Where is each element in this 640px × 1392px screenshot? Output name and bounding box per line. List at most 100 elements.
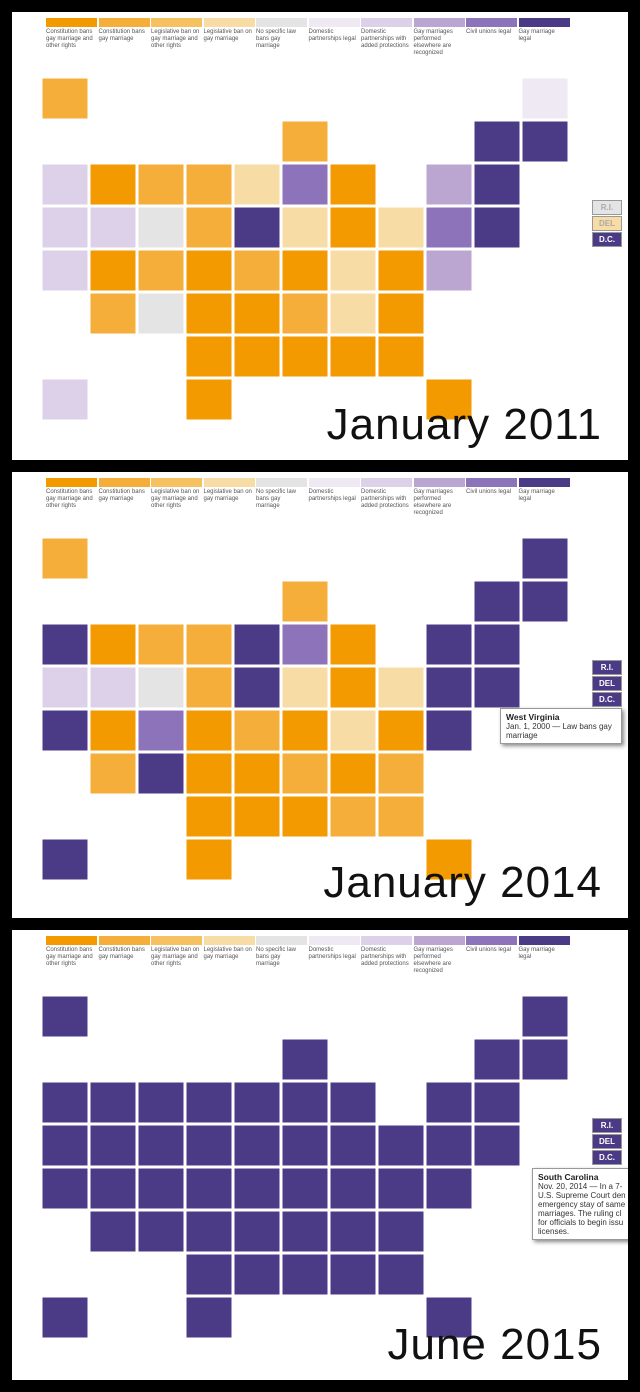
state bbox=[329, 1253, 377, 1296]
caption: January 2014 bbox=[323, 858, 602, 907]
legend-label: Civil unions legal bbox=[466, 29, 512, 35]
state bbox=[377, 1124, 425, 1167]
state bbox=[473, 1038, 521, 1081]
state bbox=[521, 537, 569, 580]
state bbox=[281, 752, 329, 795]
state bbox=[329, 1210, 377, 1253]
state bbox=[185, 1081, 233, 1124]
legend-label: Constitution bans gay marriage bbox=[98, 29, 145, 42]
legend-label: Gay marriage legal bbox=[518, 29, 555, 42]
legend-label: Legislative ban on gay marriage bbox=[203, 29, 252, 42]
state bbox=[425, 378, 473, 421]
state bbox=[185, 1167, 233, 1210]
state bbox=[185, 709, 233, 752]
state bbox=[425, 249, 473, 292]
caption: June 2015 bbox=[387, 1320, 602, 1369]
legend-swatch bbox=[413, 478, 465, 487]
state bbox=[185, 206, 233, 249]
state bbox=[185, 378, 233, 421]
state bbox=[185, 163, 233, 206]
state bbox=[281, 335, 329, 378]
state-box: R.I. bbox=[592, 200, 622, 215]
state bbox=[89, 1124, 137, 1167]
legend-label: Constitution bans gay marriage and other… bbox=[46, 947, 93, 967]
legend-label: Civil unions legal bbox=[466, 947, 512, 953]
legend-label: Constitution bans gay marriage and other… bbox=[46, 489, 93, 509]
state bbox=[185, 335, 233, 378]
state bbox=[41, 1296, 89, 1339]
state bbox=[281, 709, 329, 752]
state-box: D.C. bbox=[592, 232, 622, 247]
state bbox=[521, 77, 569, 120]
state bbox=[233, 666, 281, 709]
state bbox=[377, 1210, 425, 1253]
state bbox=[377, 666, 425, 709]
state bbox=[329, 1124, 377, 1167]
state bbox=[329, 249, 377, 292]
state bbox=[281, 206, 329, 249]
legend-swatch bbox=[151, 18, 202, 27]
state bbox=[233, 292, 281, 335]
state bbox=[281, 1167, 329, 1210]
legend-swatch bbox=[413, 936, 465, 945]
state bbox=[425, 1124, 473, 1167]
legend-label: Domestic partnerships legal bbox=[308, 489, 356, 502]
state bbox=[137, 752, 185, 795]
state bbox=[137, 1167, 185, 1210]
state bbox=[281, 120, 329, 163]
state bbox=[473, 666, 521, 709]
tooltip-line: Jan. 1, 2000 — Law bans gay marriage bbox=[506, 722, 612, 740]
state bbox=[185, 623, 233, 666]
state-box: R.I. bbox=[592, 1118, 622, 1133]
legend-swatch bbox=[361, 478, 412, 487]
state bbox=[329, 795, 377, 838]
legend-swatch bbox=[361, 936, 412, 945]
legend-swatch bbox=[151, 936, 202, 945]
state bbox=[41, 995, 89, 1038]
legend-label: Civil unions legal bbox=[466, 489, 512, 495]
state bbox=[377, 795, 425, 838]
legend-swatch bbox=[466, 18, 517, 27]
state bbox=[89, 1210, 137, 1253]
legend-label: Constitution bans gay marriage bbox=[98, 489, 145, 502]
state bbox=[41, 1167, 89, 1210]
state bbox=[233, 623, 281, 666]
state bbox=[329, 752, 377, 795]
state bbox=[425, 163, 473, 206]
state bbox=[41, 206, 89, 249]
tooltip-line: licenses. bbox=[538, 1227, 570, 1236]
state bbox=[281, 1210, 329, 1253]
state bbox=[473, 623, 521, 666]
legend-label: Legislative ban on gay marriage and othe… bbox=[151, 947, 200, 967]
legend-swatch bbox=[203, 478, 255, 487]
tooltip-line: Nov. 20, 2014 — In a 7- bbox=[538, 1182, 623, 1191]
legend-label: No specific law bans gay marriage bbox=[256, 489, 297, 509]
state bbox=[233, 752, 281, 795]
state-box: DEL bbox=[592, 216, 622, 231]
state bbox=[329, 623, 377, 666]
legend-label: Constitution bans gay marriage and other… bbox=[46, 29, 93, 49]
state bbox=[89, 666, 137, 709]
state bbox=[281, 666, 329, 709]
state bbox=[329, 666, 377, 709]
state bbox=[185, 1253, 233, 1296]
legend-swatch bbox=[518, 18, 570, 27]
state bbox=[281, 1081, 329, 1124]
legend-label: Legislative ban on gay marriage bbox=[203, 489, 252, 502]
state bbox=[473, 1081, 521, 1124]
state bbox=[41, 709, 89, 752]
state bbox=[425, 206, 473, 249]
state bbox=[281, 1124, 329, 1167]
state bbox=[41, 1081, 89, 1124]
legend-swatch bbox=[256, 936, 307, 945]
state bbox=[521, 120, 569, 163]
state bbox=[137, 623, 185, 666]
state bbox=[281, 623, 329, 666]
legend-label: Gay marriages performed elsewhere are re… bbox=[413, 29, 453, 56]
state bbox=[521, 580, 569, 623]
state bbox=[521, 995, 569, 1038]
legend-swatch bbox=[518, 936, 570, 945]
state bbox=[281, 1038, 329, 1081]
legend-swatch bbox=[308, 936, 360, 945]
